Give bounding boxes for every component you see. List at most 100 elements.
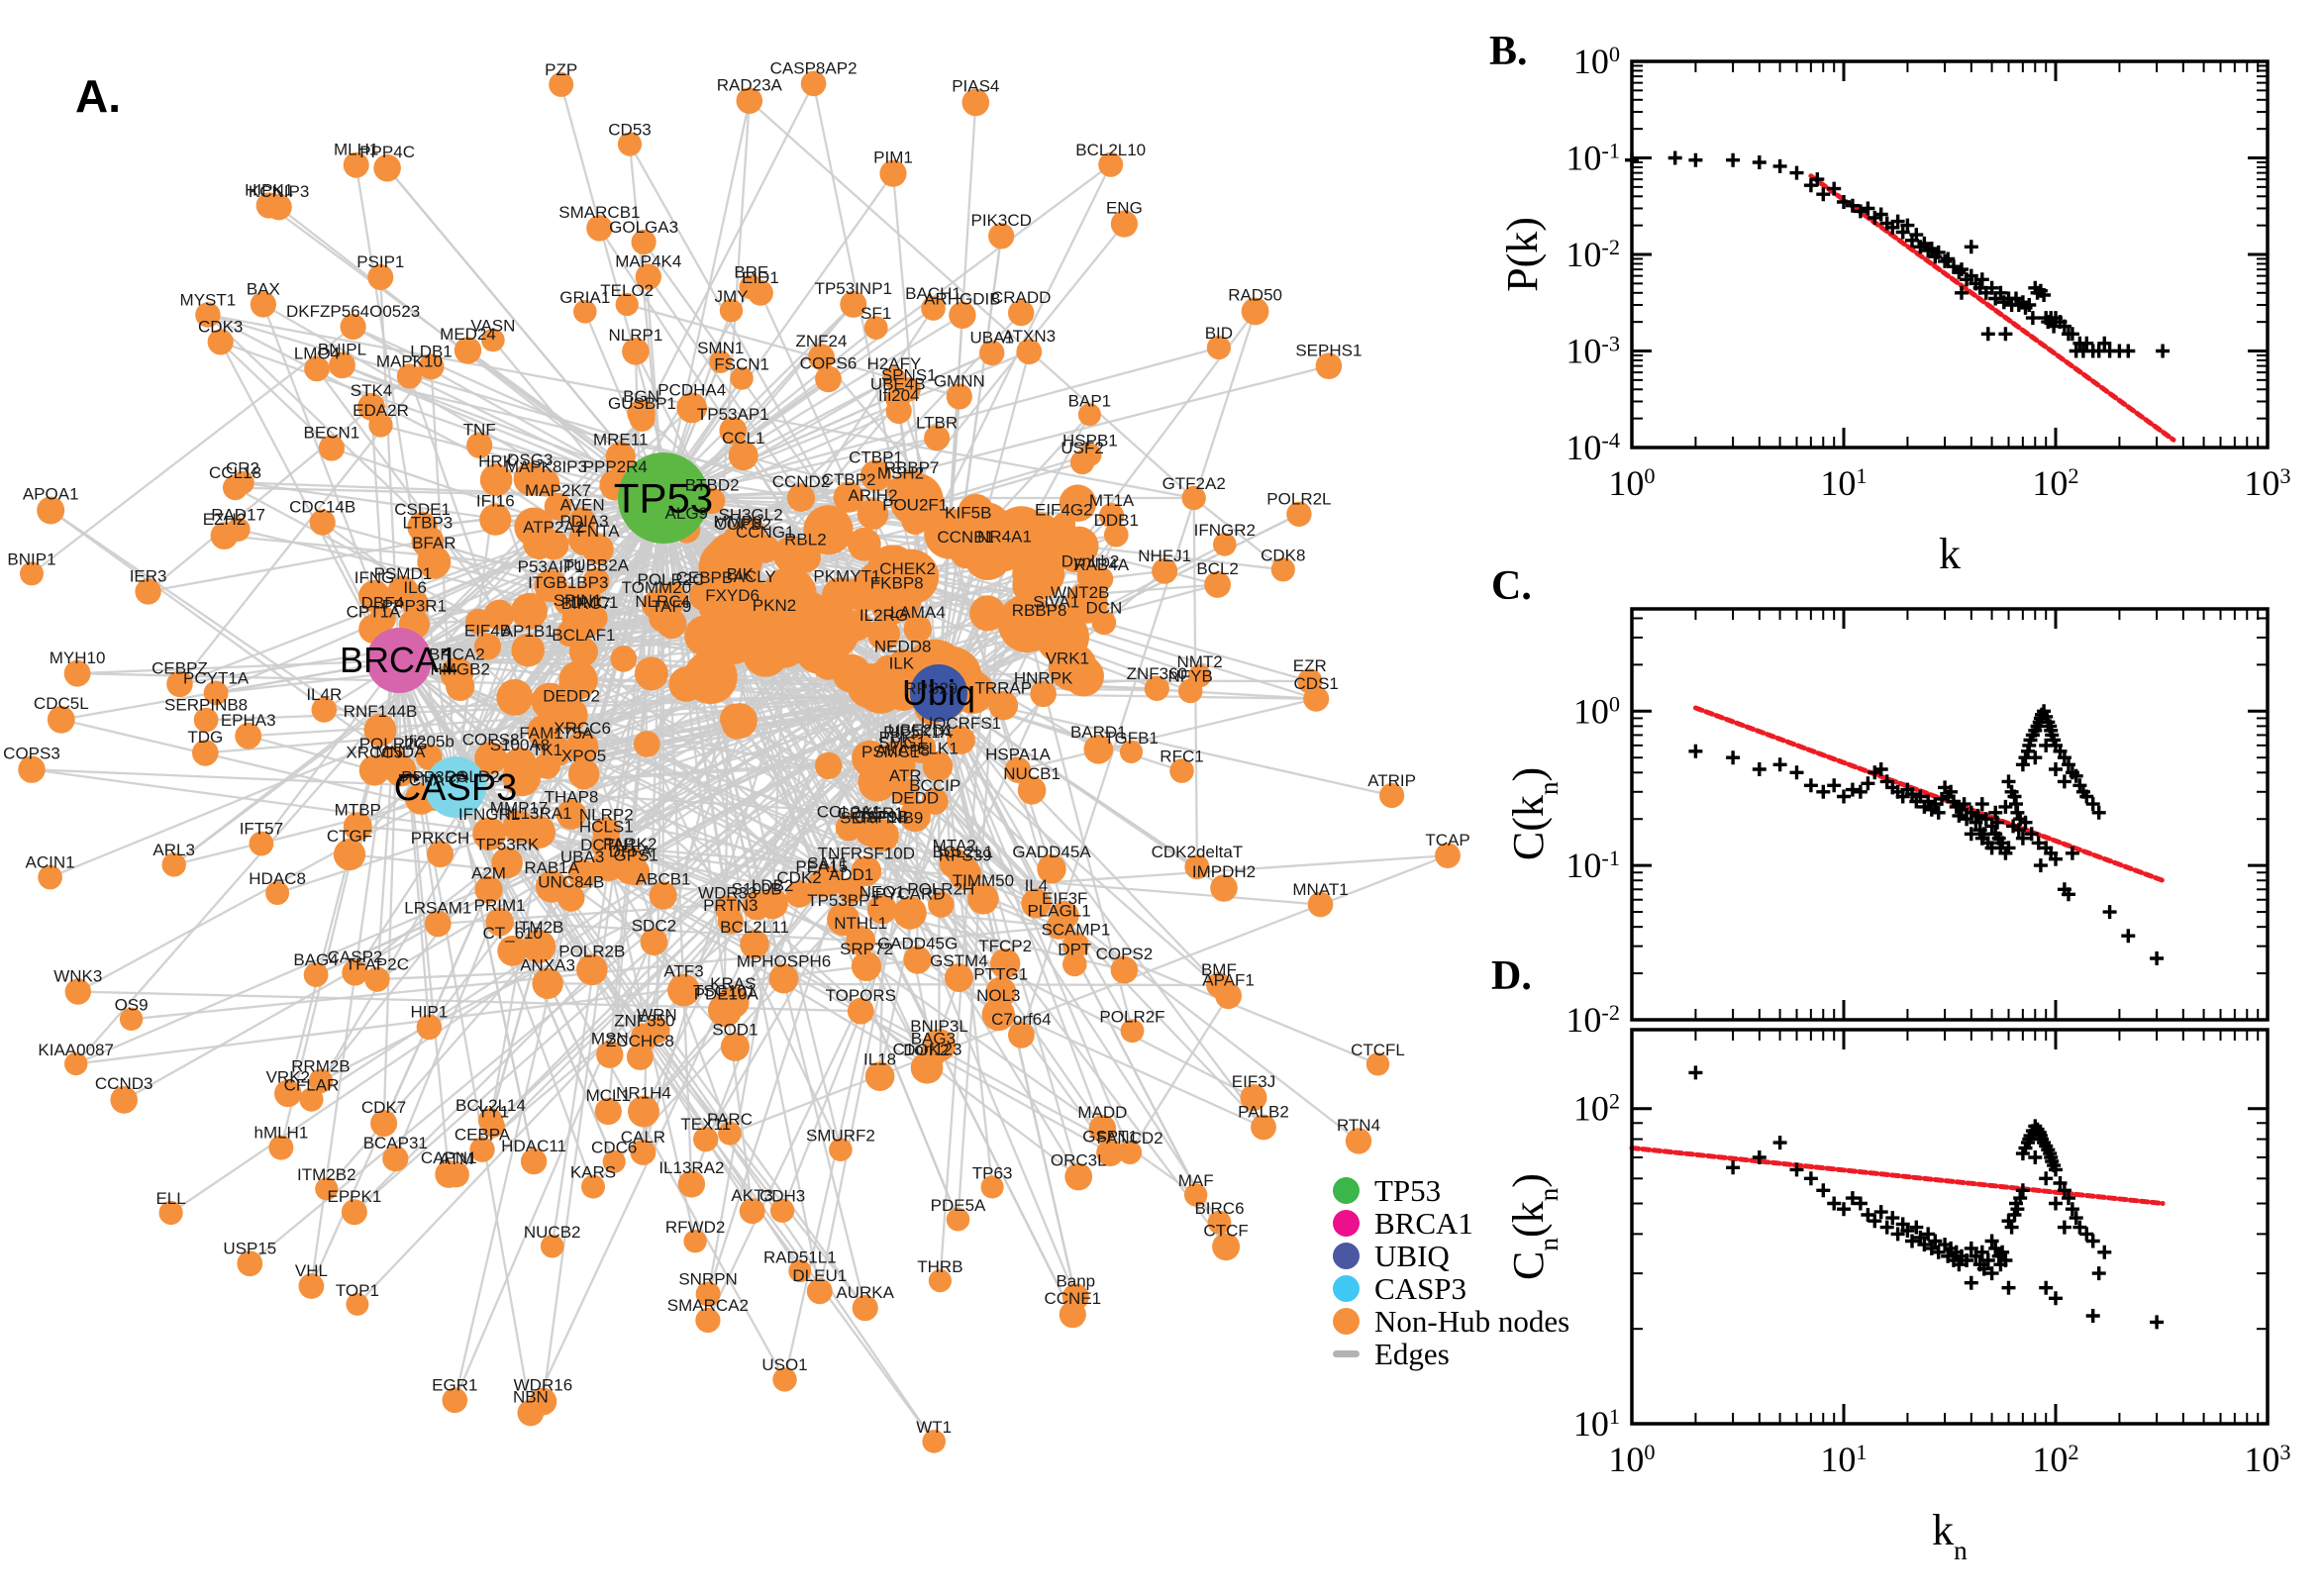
network-node[interactable] [1213, 533, 1237, 556]
network-node[interactable] [195, 302, 221, 328]
network-node[interactable] [1083, 735, 1114, 764]
network-node[interactable] [1096, 1139, 1124, 1167]
network-node[interactable] [803, 505, 854, 555]
network-node[interactable] [479, 503, 512, 536]
network-node[interactable] [788, 1259, 812, 1283]
network-node[interactable] [859, 459, 892, 492]
network-node[interactable] [1204, 571, 1231, 598]
network-node[interactable] [852, 1295, 878, 1322]
network-node[interactable] [1184, 854, 1210, 880]
network-node[interactable] [903, 946, 932, 974]
network-node[interactable] [615, 853, 646, 885]
network-node[interactable] [709, 350, 733, 373]
network-node[interactable] [1270, 557, 1295, 582]
network-node[interactable] [720, 1032, 751, 1061]
network-node[interactable] [722, 703, 758, 739]
network-node[interactable] [857, 498, 889, 530]
network-node[interactable] [373, 153, 401, 182]
network-node[interactable] [382, 1146, 409, 1172]
network-node[interactable] [341, 1199, 367, 1226]
network-node[interactable] [387, 575, 419, 608]
network-node[interactable] [329, 351, 355, 379]
network-node[interactable] [802, 607, 850, 653]
network-node[interactable] [617, 132, 643, 156]
network-node[interactable] [1286, 501, 1312, 527]
network-node[interactable] [469, 1137, 495, 1162]
network-node[interactable] [668, 666, 704, 702]
network-node[interactable] [1078, 443, 1102, 466]
network-node[interactable] [649, 881, 677, 910]
network-node[interactable] [928, 1269, 953, 1293]
network-node[interactable] [298, 1273, 325, 1299]
network-node[interactable] [1099, 502, 1125, 529]
network-node[interactable] [1057, 536, 1094, 573]
network-node[interactable] [806, 1278, 833, 1305]
network-node[interactable] [1240, 1084, 1267, 1112]
network-node[interactable] [726, 576, 755, 604]
network-node[interactable] [1067, 595, 1092, 620]
network-node[interactable] [591, 829, 622, 859]
network-node[interactable] [363, 713, 397, 747]
network-node[interactable] [333, 839, 366, 871]
network-node[interactable] [717, 985, 750, 1019]
network-node[interactable] [596, 1041, 624, 1068]
network-node[interactable] [1040, 604, 1072, 637]
network-node[interactable] [1017, 776, 1047, 805]
network-node[interactable] [719, 417, 748, 445]
network-node[interactable] [841, 610, 872, 642]
network-node[interactable] [1120, 1019, 1145, 1044]
network-node[interactable] [473, 633, 502, 660]
network-node[interactable] [1050, 901, 1079, 930]
network-node[interactable] [158, 1200, 183, 1226]
network-node[interactable] [1104, 522, 1129, 548]
network-node[interactable] [979, 340, 1005, 366]
network-node[interactable] [38, 864, 62, 890]
network-node[interactable] [860, 820, 891, 849]
network-node[interactable] [758, 607, 791, 642]
network-node[interactable] [396, 363, 422, 389]
network-node[interactable] [768, 963, 799, 994]
network-node[interactable] [192, 740, 219, 766]
network-node[interactable] [568, 637, 599, 667]
network-node[interactable] [582, 567, 610, 595]
network-node[interactable] [946, 383, 972, 410]
network-node[interactable] [988, 223, 1015, 249]
network-node[interactable] [633, 731, 660, 757]
network-node[interactable] [274, 1079, 302, 1108]
network-node[interactable] [522, 930, 556, 963]
network-node[interactable] [582, 534, 614, 565]
network-node[interactable] [1064, 1162, 1093, 1191]
network-node[interactable] [1169, 758, 1194, 783]
network-node[interactable] [135, 578, 161, 605]
network-node[interactable] [193, 707, 219, 733]
network-node[interactable] [835, 814, 862, 842]
network-node[interactable] [18, 755, 46, 783]
network-node[interactable] [1184, 1183, 1208, 1207]
network-node[interactable] [47, 705, 75, 734]
network-node[interactable] [567, 758, 600, 790]
network-node[interactable] [866, 894, 897, 925]
network-node[interactable] [368, 413, 393, 438]
network-node[interactable] [786, 483, 816, 512]
network-node[interactable] [1054, 660, 1081, 688]
network-node[interactable] [924, 425, 951, 451]
network-node[interactable] [807, 869, 836, 897]
hub-node-tp53[interactable] [618, 452, 709, 544]
network-node[interactable] [37, 496, 65, 525]
network-node[interactable] [1012, 548, 1065, 600]
network-node[interactable] [299, 1087, 324, 1112]
network-node[interactable] [1052, 512, 1076, 537]
network-node[interactable] [576, 953, 608, 986]
network-node[interactable] [1077, 403, 1101, 427]
network-node[interactable] [343, 812, 372, 842]
network-node[interactable] [503, 747, 537, 781]
network-node[interactable] [631, 229, 656, 255]
network-node[interactable] [454, 337, 482, 364]
network-node[interactable] [358, 579, 391, 613]
network-node[interactable] [250, 291, 276, 318]
network-node[interactable] [343, 151, 369, 178]
network-node[interactable] [523, 815, 556, 848]
network-node[interactable] [496, 678, 534, 716]
network-node[interactable] [772, 1367, 797, 1392]
network-node[interactable] [549, 71, 574, 97]
